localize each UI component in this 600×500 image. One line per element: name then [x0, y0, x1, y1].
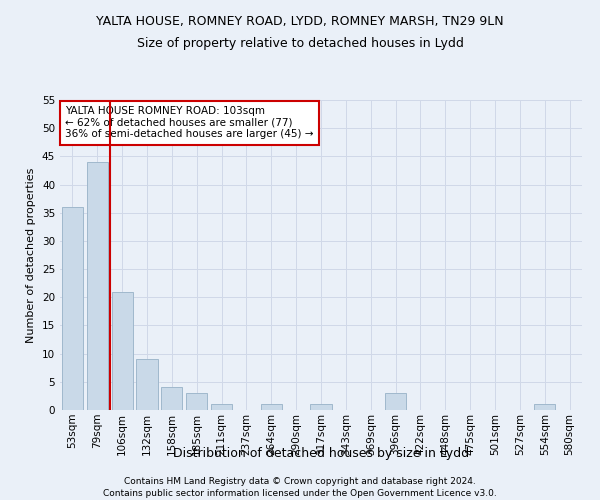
Bar [87, 162, 108, 410]
Text: YALTA HOUSE ROMNEY ROAD: 103sqm
← 62% of detached houses are smaller (77)
36% of: YALTA HOUSE ROMNEY ROAD: 103sqm ← 62% of… [65, 106, 314, 140]
Bar [161, 388, 182, 410]
Bar [211, 404, 232, 410]
Text: Contains public sector information licensed under the Open Government Licence v3: Contains public sector information licen… [103, 489, 497, 498]
Text: Distribution of detached houses by size in Lydd: Distribution of detached houses by size … [173, 448, 469, 460]
Text: Contains HM Land Registry data © Crown copyright and database right 2024.: Contains HM Land Registry data © Crown c… [124, 478, 476, 486]
Bar [534, 404, 555, 410]
Bar [310, 404, 332, 410]
Bar [136, 360, 158, 410]
Bar [186, 393, 207, 410]
Text: YALTA HOUSE, ROMNEY ROAD, LYDD, ROMNEY MARSH, TN29 9LN: YALTA HOUSE, ROMNEY ROAD, LYDD, ROMNEY M… [96, 15, 504, 28]
Bar [385, 393, 406, 410]
Bar [62, 207, 83, 410]
Text: Size of property relative to detached houses in Lydd: Size of property relative to detached ho… [137, 38, 463, 51]
Bar [261, 404, 282, 410]
Bar [112, 292, 133, 410]
Y-axis label: Number of detached properties: Number of detached properties [26, 168, 37, 342]
